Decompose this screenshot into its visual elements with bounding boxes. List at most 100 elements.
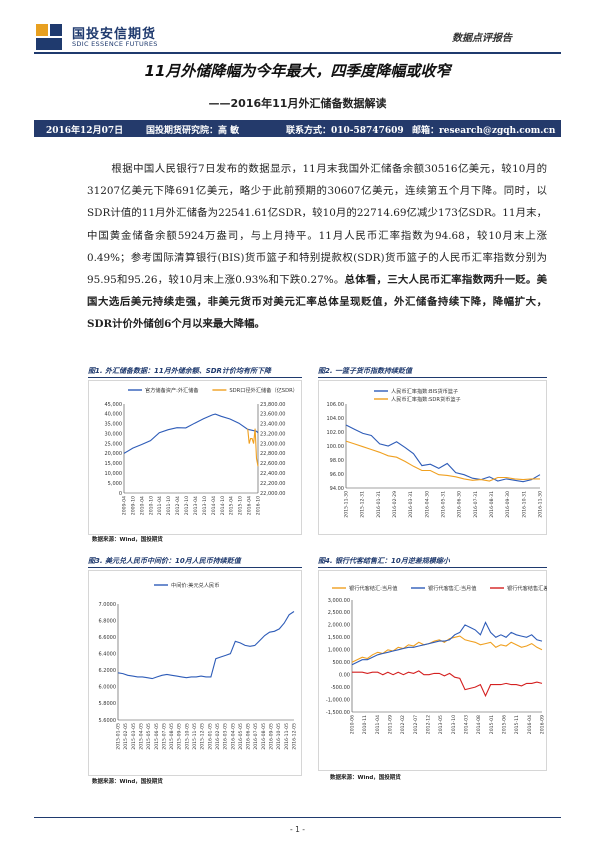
y-tick-label: 2,500.00 xyxy=(328,610,350,616)
y-tick-label: -500.00 xyxy=(331,685,350,691)
x-tick-label: 2015-09-05 xyxy=(177,723,183,750)
body-paragraph: 根据中国人民银行7日发布的数据显示，11月末我国外汇储备余额30516亿美元，较… xyxy=(87,158,547,336)
x-tick-label: 2016-02-29 xyxy=(392,491,398,518)
info-bar: 2016年12月07日 国投期货研究院：高 敏 联系方式：010-5874760… xyxy=(34,120,561,137)
y-right-tick-label: 22,800.00 xyxy=(260,451,285,457)
contact-phone: 联系方式：010-58747609 xyxy=(286,126,404,136)
series-line-2 xyxy=(247,428,259,467)
y-tick-label: 0 xyxy=(119,491,122,497)
x-tick-label: 2016-04 xyxy=(247,496,253,515)
x-tick-label: 2013-10 xyxy=(202,496,208,515)
x-tick-label: 2016-11-30 xyxy=(538,491,544,518)
page-number: - 1 - xyxy=(290,825,305,834)
y-tick-label: 5.8000 xyxy=(99,701,117,707)
x-tick-label: 2015-12-05 xyxy=(200,723,206,750)
body-text-bold: 总体看，三大人民币汇率指数两升一贬。美国大选后美元持续走强，非美元货币对美元汇率… xyxy=(87,274,548,331)
figure-2-rule xyxy=(318,377,547,378)
y-tick-label: 45,000 xyxy=(105,402,123,408)
y-tick-label: 1,000.00 xyxy=(328,648,350,654)
x-tick-label: 2014-04 xyxy=(211,496,217,515)
y-tick-label: 40,000 xyxy=(105,412,123,418)
y-tick-label: 6.8000 xyxy=(99,618,117,624)
figure-2-title: 图2. 一篮子货币指数持续贬值 xyxy=(318,367,412,375)
x-tick-label: 2015-11-05 xyxy=(192,723,198,750)
y-tick-label: 6.4000 xyxy=(99,652,117,658)
x-tick-label: 2015-11 xyxy=(514,715,520,734)
x-tick-label: 2016-01-05 xyxy=(207,723,213,750)
x-tick-label: 2016-04-05 xyxy=(230,723,236,750)
x-tick-label: 2014-10 xyxy=(220,496,226,515)
figure-1-chart: 0 5,000 10,000 15,000 20,000 25,000 30,000 35,0… xyxy=(88,380,302,535)
author-institute: 国投期货研究院：高 敏 xyxy=(146,126,240,136)
y-right-tick-label: 23,400.00 xyxy=(260,422,285,428)
x-tick-label: 2016-09 xyxy=(540,715,546,734)
report-date: 2016年12月07日 xyxy=(46,126,124,136)
legend-label-3: 银行代客结售汇差额:当月值 xyxy=(507,584,547,592)
x-tick-label: 2016-04 xyxy=(527,715,533,734)
x-tick-label: 2014-08 xyxy=(476,715,482,734)
x-tick-label: 2016-04-30 xyxy=(424,491,430,518)
chart-frame xyxy=(318,570,547,771)
x-tick-label: 2014-03 xyxy=(464,715,470,734)
logo-text-en: SDIC ESSENCE FUTURES xyxy=(72,40,158,48)
y-tick-label: 104.00 xyxy=(327,416,345,422)
x-tick-label: 2016-01-31 xyxy=(376,491,382,518)
figure-3-chart: 5.6000 5.8000 6.0000 6.2000 6.4000 6.6000 6.80… xyxy=(88,570,302,776)
x-tick-label: 2015-02-05 xyxy=(123,723,129,750)
y-tick-label: 15,000 xyxy=(105,461,123,467)
series-line-1 xyxy=(117,611,295,680)
contact-email: 邮箱：research@zgqh.com.cn xyxy=(412,126,556,136)
y-tick-label: 5.6000 xyxy=(99,718,117,724)
chart-frame xyxy=(318,380,547,535)
legend-label-1: 银行代客结汇:当月值 xyxy=(349,584,397,592)
x-tick-label: 2011-09 xyxy=(388,715,394,734)
x-tick-label: 2015-12-31 xyxy=(360,491,366,518)
x-tick-label: 2016-07-05 xyxy=(253,723,259,750)
x-tick-label: 2016-08-05 xyxy=(261,723,267,750)
x-tick-label: 2015-06-05 xyxy=(154,723,160,750)
y-tick-label: 25,000 xyxy=(105,441,123,447)
x-tick-label: 2015-10 xyxy=(238,496,244,515)
x-tick-label: 2013-04 xyxy=(193,496,199,515)
legend-label-1: 中间价:美元兑人民币 xyxy=(171,581,219,589)
y-tick-label: 100.00 xyxy=(327,444,345,450)
y-tick-label: 5,000 xyxy=(108,481,122,487)
x-tick-label: 2016-10-31 xyxy=(521,491,527,518)
x-tick-label: 2016-10 xyxy=(256,496,262,515)
x-tick-label: 2016-06-30 xyxy=(457,491,463,518)
figure-3-rule xyxy=(88,567,302,568)
report-subtitle: ——2016年11月外汇储备数据解读 xyxy=(208,97,387,110)
y-right-tick-label: 22,000.00 xyxy=(260,491,285,497)
legend-label-2: 人民币汇率指数:SDR货币篮子 xyxy=(391,395,461,403)
x-tick-label: 2016-10-05 xyxy=(276,723,282,750)
y-tick-label: 2,000.00 xyxy=(328,623,350,629)
y-right-tick-label: 23,000.00 xyxy=(260,441,285,447)
x-tick-label: 2012-12 xyxy=(426,715,432,734)
y-tick-label: 98.00 xyxy=(330,458,344,464)
series-line-2 xyxy=(345,440,540,482)
figure-3-title: 图3. 美元兑人民币中间价：10月人民币持续贬值 xyxy=(88,557,241,565)
figure-1-source: 数据来源：Wind，国投期货 xyxy=(92,537,163,543)
x-tick-label: 2016-03-05 xyxy=(223,723,229,750)
x-tick-label: 2015-08-05 xyxy=(169,723,175,750)
x-tick-label: 2015-10-05 xyxy=(184,723,190,750)
x-tick-label: 2016-07-31 xyxy=(473,491,479,518)
figure-4-rule xyxy=(318,567,547,568)
company-logo: 国投安信期货 SDIC ESSENCE FUTURES xyxy=(34,20,184,54)
x-tick-label: 2011-10 xyxy=(166,496,172,515)
x-tick-label: 2010-11 xyxy=(362,715,368,734)
legend-label-1: 人民币汇率指数:BIS货币篮子 xyxy=(391,387,458,395)
series-line-3 xyxy=(352,670,543,698)
y-tick-label: 3,000.00 xyxy=(328,598,350,604)
y-tick-label: 1,500.00 xyxy=(328,635,350,641)
y-right-tick-label: 23,800.00 xyxy=(260,402,285,408)
x-tick-label: 2010-04 xyxy=(139,496,145,515)
body-text-normal: 根据中国人民银行7日发布的数据显示，11月末我国外汇储备余额30516亿美元，较… xyxy=(87,163,547,287)
x-tick-label: 2015-03-05 xyxy=(131,723,137,750)
x-tick-label: 2016-02-05 xyxy=(215,723,221,750)
y-tick-label: 106.00 xyxy=(327,402,345,408)
x-tick-label: 2015-11-30 xyxy=(344,491,350,518)
x-tick-label: 2009-10 xyxy=(130,496,136,515)
x-tick-label: 2016-06-05 xyxy=(246,723,252,750)
x-tick-label: 2015-05-05 xyxy=(146,723,152,750)
